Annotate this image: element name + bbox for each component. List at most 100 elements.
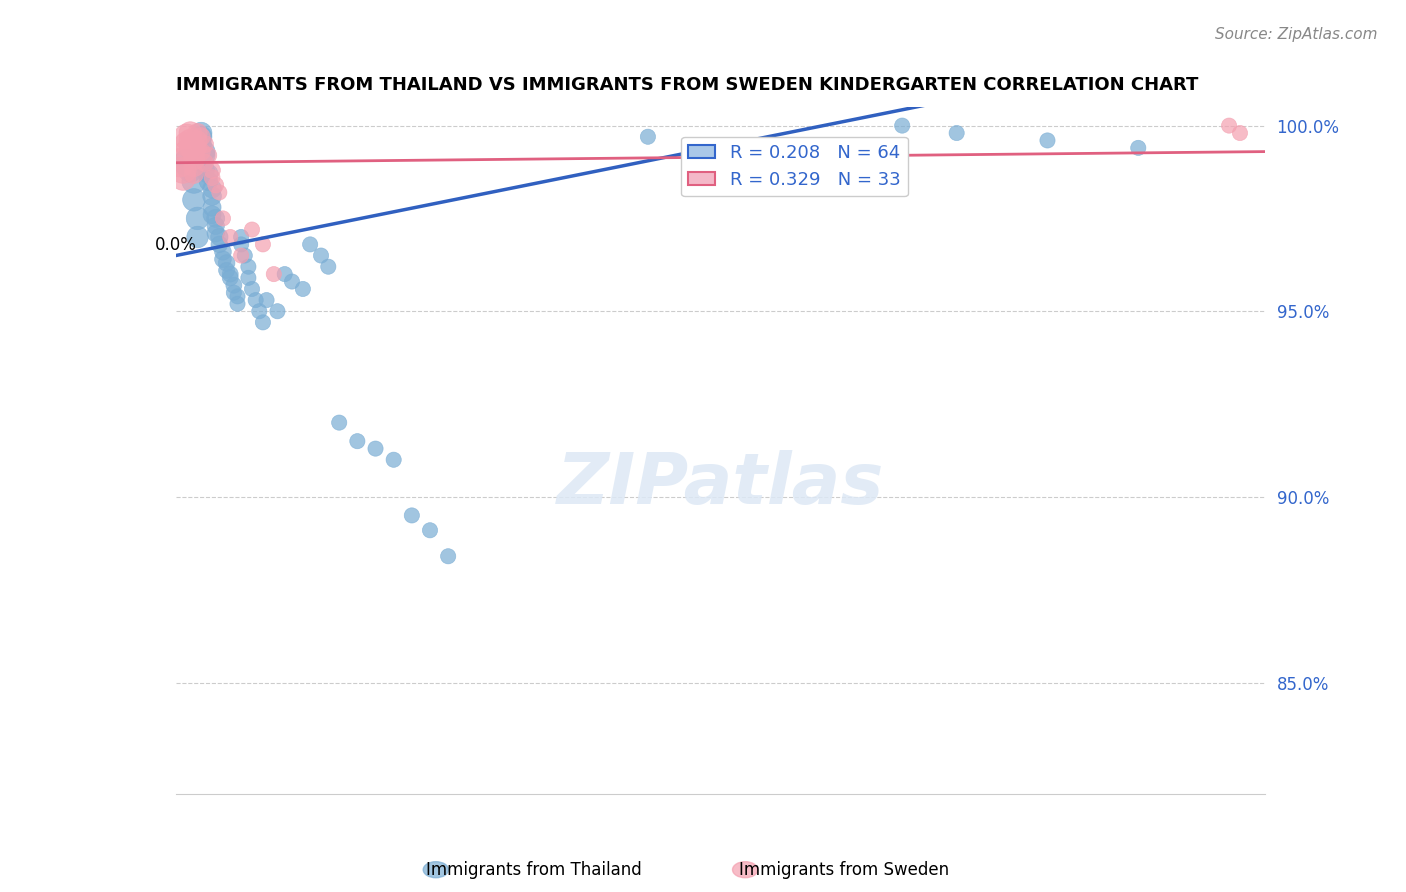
Point xyxy=(194,163,217,178)
Point xyxy=(419,523,441,537)
Point xyxy=(1036,133,1059,147)
Point xyxy=(212,211,235,226)
Point xyxy=(252,315,274,329)
Point xyxy=(183,193,205,207)
Point xyxy=(219,230,242,244)
Text: ZIPatlas: ZIPatlas xyxy=(557,450,884,519)
Point xyxy=(179,163,201,178)
Point xyxy=(215,263,238,277)
Point xyxy=(299,237,322,252)
Point xyxy=(197,174,219,188)
Point xyxy=(231,237,253,252)
Point xyxy=(190,129,212,144)
Point xyxy=(190,145,212,159)
Legend: R = 0.208   N = 64, R = 0.329   N = 33: R = 0.208 N = 64, R = 0.329 N = 33 xyxy=(681,136,908,196)
Point xyxy=(219,267,242,281)
Point xyxy=(186,211,209,226)
Point xyxy=(364,442,387,456)
Point xyxy=(1229,126,1251,140)
Point xyxy=(204,178,226,192)
Point xyxy=(204,219,226,233)
Point xyxy=(637,129,659,144)
Point xyxy=(208,186,231,200)
Point xyxy=(252,237,274,252)
Point xyxy=(240,222,263,236)
Point xyxy=(194,148,217,162)
Point xyxy=(247,304,270,318)
Point xyxy=(382,452,405,467)
Point xyxy=(186,126,209,140)
Point xyxy=(169,155,191,169)
Text: 0.0%: 0.0% xyxy=(155,236,197,254)
Text: Immigrants from Thailand: Immigrants from Thailand xyxy=(426,861,643,879)
Point xyxy=(179,133,201,147)
Point xyxy=(204,211,226,226)
Point xyxy=(204,227,226,241)
Point xyxy=(256,293,278,307)
Point xyxy=(274,267,297,281)
Point xyxy=(945,126,967,140)
Point xyxy=(172,170,194,185)
Point xyxy=(281,275,304,289)
Text: Source: ZipAtlas.com: Source: ZipAtlas.com xyxy=(1215,27,1378,42)
Point xyxy=(401,508,423,523)
Point xyxy=(745,152,768,166)
Point xyxy=(309,248,332,262)
Point xyxy=(197,148,219,162)
Point xyxy=(201,200,224,214)
Point xyxy=(346,434,368,449)
Point xyxy=(231,230,253,244)
Point xyxy=(245,293,267,307)
Point xyxy=(226,289,249,303)
Point xyxy=(233,248,256,262)
Point xyxy=(212,244,235,259)
Point xyxy=(176,137,198,152)
Point xyxy=(176,145,198,159)
Point xyxy=(212,252,235,267)
Point xyxy=(186,141,209,155)
Point xyxy=(201,182,224,196)
Point xyxy=(194,145,217,159)
Point xyxy=(176,155,198,169)
Point xyxy=(179,141,201,155)
Point xyxy=(692,141,714,155)
Point xyxy=(176,129,198,144)
Point xyxy=(226,297,249,311)
Point xyxy=(201,170,224,185)
Point xyxy=(183,167,205,181)
Point xyxy=(201,189,224,203)
Point xyxy=(238,270,260,285)
Point xyxy=(437,549,460,564)
Point xyxy=(201,163,224,178)
Point xyxy=(266,304,288,318)
Text: IMMIGRANTS FROM THAILAND VS IMMIGRANTS FROM SWEDEN KINDERGARTEN CORRELATION CHAR: IMMIGRANTS FROM THAILAND VS IMMIGRANTS F… xyxy=(176,77,1198,95)
Point xyxy=(183,145,205,159)
Point xyxy=(183,152,205,166)
Point xyxy=(194,137,217,152)
Point xyxy=(328,416,350,430)
Point xyxy=(183,160,205,174)
Point xyxy=(1128,141,1150,155)
Point xyxy=(190,126,212,140)
Point xyxy=(197,167,219,181)
Point xyxy=(263,267,285,281)
Point xyxy=(238,260,260,274)
Point xyxy=(240,282,263,296)
Point xyxy=(318,260,340,274)
Point xyxy=(208,237,231,252)
Point xyxy=(208,230,231,244)
Point xyxy=(215,256,238,270)
Point xyxy=(186,230,209,244)
Point xyxy=(222,285,245,300)
Point xyxy=(219,270,242,285)
Point xyxy=(231,248,253,262)
Point xyxy=(186,133,209,147)
Point xyxy=(291,282,314,296)
Point xyxy=(190,129,212,144)
Point xyxy=(172,163,194,178)
Point xyxy=(179,126,201,140)
Point xyxy=(183,174,205,188)
Point xyxy=(1218,119,1240,133)
Text: Immigrants from Sweden: Immigrants from Sweden xyxy=(738,861,949,879)
Point xyxy=(891,119,914,133)
